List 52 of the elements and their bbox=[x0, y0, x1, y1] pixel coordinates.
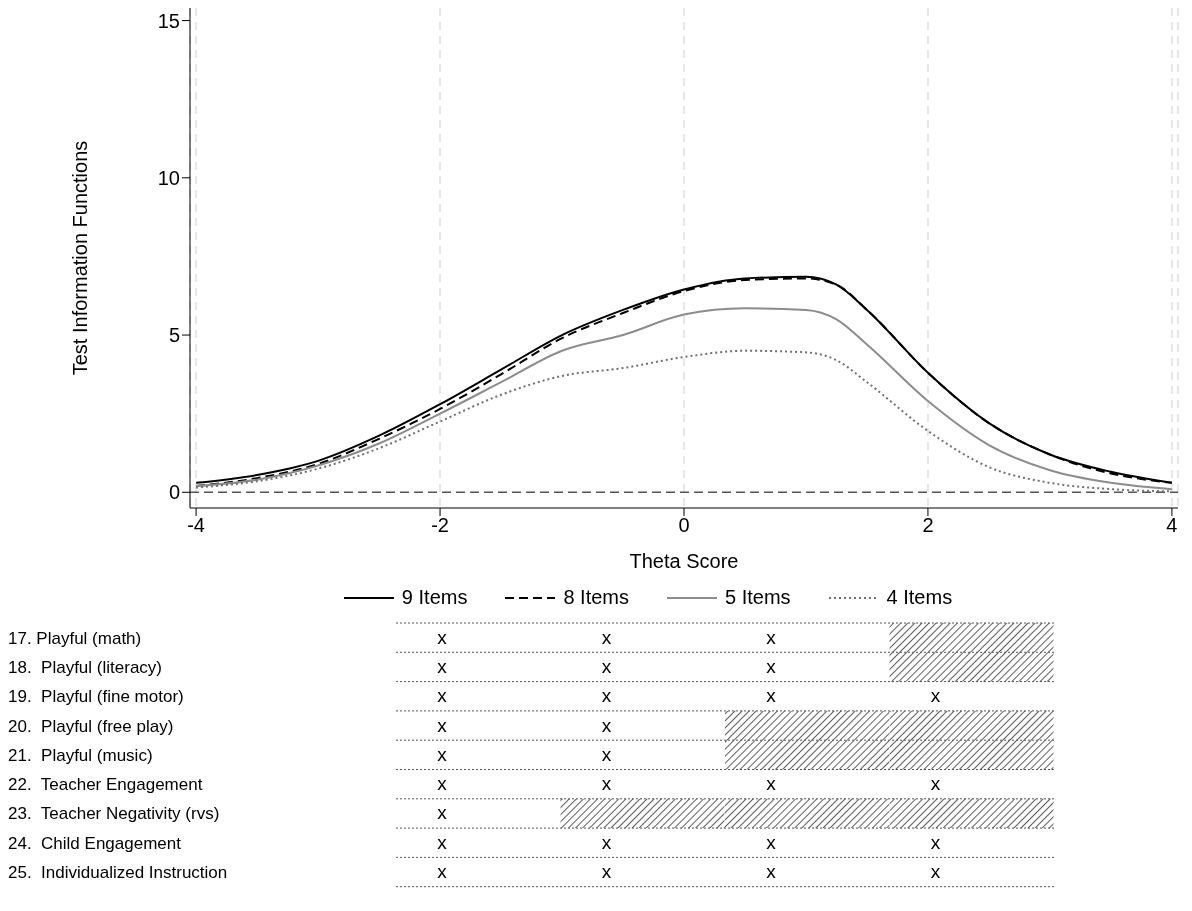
y-tick-label: 15 bbox=[157, 9, 180, 32]
text: x bbox=[601, 861, 612, 883]
x-tick-label: 2 bbox=[922, 514, 934, 537]
x-tick-label: -2 bbox=[431, 514, 449, 537]
y-tick-label: 0 bbox=[168, 481, 180, 504]
text: x bbox=[766, 685, 776, 707]
text: x bbox=[601, 831, 612, 853]
text: x bbox=[766, 831, 776, 853]
text: x bbox=[930, 685, 941, 707]
category-label: 23. Teacher Negativity (rvs) bbox=[8, 804, 220, 824]
line-series bbox=[195, 307, 1173, 491]
category-label: 22. Teacher Engagement bbox=[8, 775, 203, 795]
text: x bbox=[437, 626, 447, 648]
text: x bbox=[601, 685, 612, 707]
y-axis-title: Test Information Functions bbox=[69, 140, 92, 376]
legend-label: 5 Items bbox=[725, 586, 791, 609]
text: x bbox=[437, 802, 447, 824]
category-label: 25. Individualized Instruction bbox=[8, 863, 228, 883]
text: x bbox=[766, 626, 776, 648]
x-tick-label: 4 bbox=[1166, 514, 1178, 537]
category-label: 24. Child Engagement bbox=[8, 833, 181, 853]
text: x bbox=[437, 773, 447, 795]
category-label: 21. Playful (music) bbox=[8, 745, 153, 765]
text: x bbox=[437, 861, 447, 883]
text: x bbox=[437, 743, 447, 765]
text: x bbox=[930, 861, 941, 883]
x-tick-label: -4 bbox=[187, 514, 205, 537]
y-tick-label: 10 bbox=[157, 166, 180, 189]
x-tick-label: 0 bbox=[678, 514, 690, 537]
text: x bbox=[437, 655, 447, 677]
category-label: 20. Playful (free play) bbox=[8, 716, 174, 736]
legend-label: 9 Items bbox=[401, 586, 468, 609]
y-tick-label: 5 bbox=[168, 324, 180, 347]
legend-label: 4 Items bbox=[886, 586, 953, 609]
category-label: 18. Playful (literacy) bbox=[8, 657, 162, 677]
text: x bbox=[601, 626, 612, 648]
text: x bbox=[437, 685, 447, 707]
x-axis-title: Theta Score bbox=[629, 550, 739, 572]
category-label: 17. Playful (math) bbox=[8, 628, 142, 648]
text: x bbox=[766, 861, 776, 883]
category-label: 19. Playful (fine motor) bbox=[8, 687, 184, 707]
text: x bbox=[930, 773, 941, 795]
text: x bbox=[601, 714, 612, 736]
text: x bbox=[601, 655, 612, 677]
text: x bbox=[930, 831, 941, 853]
text: x bbox=[766, 773, 776, 795]
text: x bbox=[601, 773, 612, 795]
text: x bbox=[766, 655, 776, 677]
text: x bbox=[601, 743, 612, 765]
text: x bbox=[437, 714, 447, 736]
text: x bbox=[437, 831, 447, 853]
legend-label: 8 Items bbox=[563, 586, 629, 609]
